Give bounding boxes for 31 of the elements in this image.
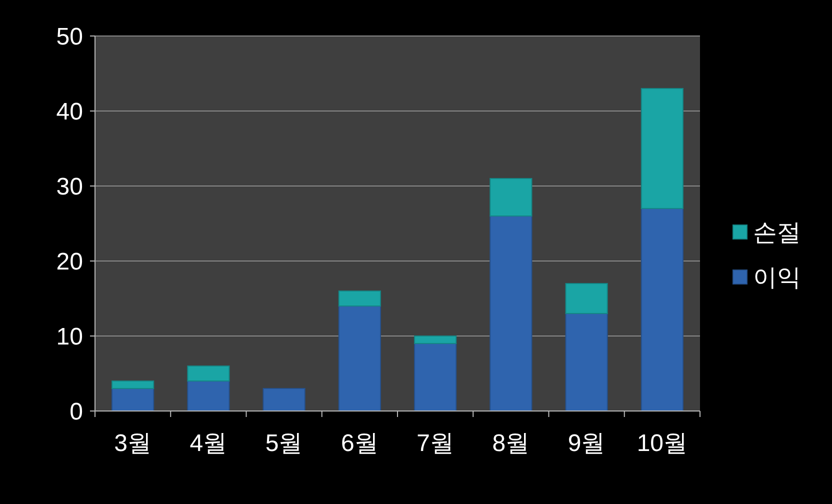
bar: [262, 388, 306, 412]
y-tick-label: 40: [56, 98, 83, 126]
bar: [414, 336, 457, 344]
bar: [490, 178, 532, 216]
bar: [338, 290, 381, 306]
y-tick-label: 20: [56, 248, 83, 276]
x-tick-label: 8월: [492, 430, 530, 457]
bar: [490, 216, 532, 412]
x-tick-label: 9월: [568, 430, 606, 457]
bar: [565, 283, 608, 314]
y-tick-label: 50: [56, 23, 83, 50]
x-tick-label: 3월: [114, 430, 152, 457]
legend-label: 이익: [753, 264, 801, 292]
x-tick-label: 6월: [341, 430, 378, 457]
bar: [640, 208, 684, 412]
x-tick-label: 5월: [265, 430, 303, 457]
y-tick-label: 30: [56, 173, 83, 200]
bar: [187, 380, 230, 412]
y-tick-label: 0: [70, 398, 83, 426]
bar: [187, 366, 230, 382]
legend-label: 손절: [753, 219, 801, 246]
bar: [338, 306, 381, 412]
bar: [640, 88, 684, 209]
y-tick-label: 10: [56, 323, 83, 350]
bar: [112, 380, 154, 389]
bar: [112, 388, 154, 412]
x-tick-label: 7월: [416, 430, 454, 457]
x-tick-label: 4월: [190, 430, 228, 457]
x-tick-label: 10월: [636, 430, 688, 457]
bar: [565, 313, 608, 412]
bar: [414, 343, 457, 412]
